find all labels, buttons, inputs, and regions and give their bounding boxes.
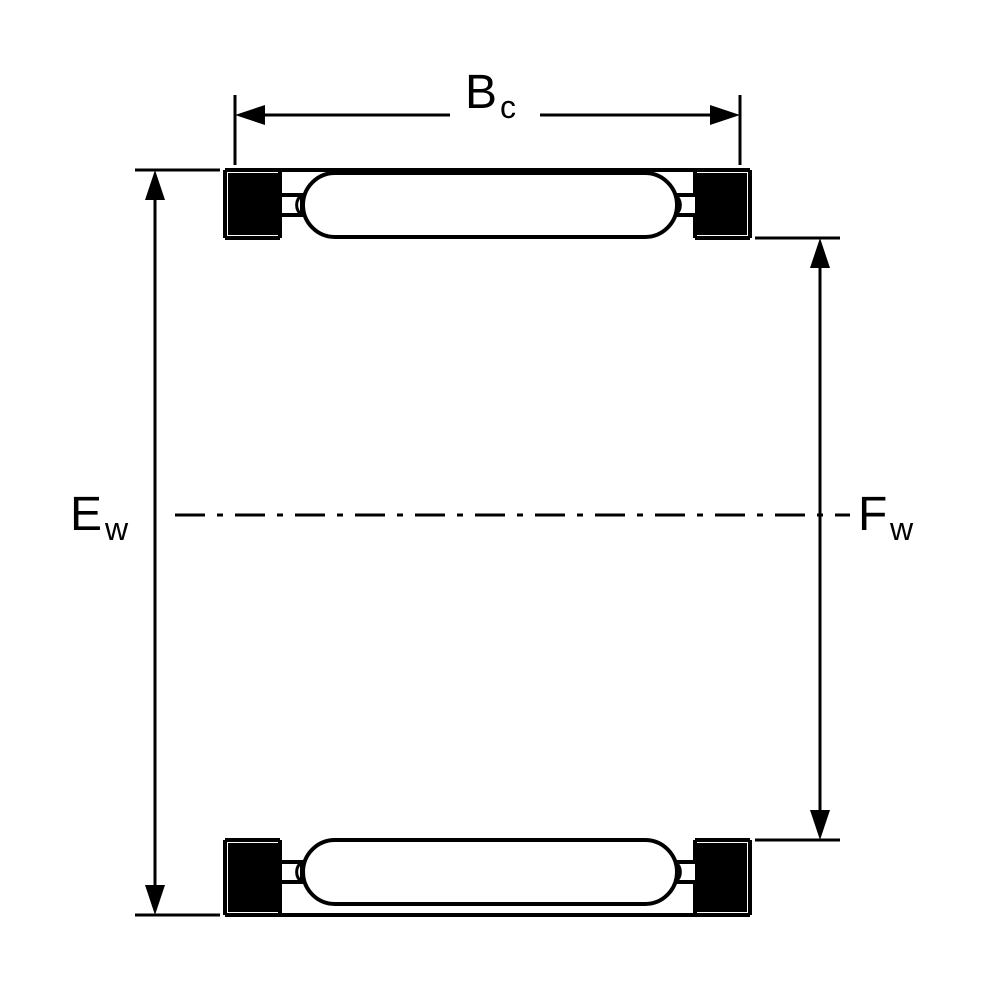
- bearing-diagram: B c E w F w: [0, 0, 1000, 1000]
- label-bc-main: B: [465, 66, 497, 119]
- label-ew-sub: w: [104, 511, 129, 547]
- dimension-fw: F w: [755, 238, 940, 840]
- label-fw-main: F: [858, 488, 887, 541]
- dimension-ew: E w: [60, 170, 220, 915]
- label-bc-sub: c: [500, 89, 516, 125]
- label-ew-main: E: [70, 488, 102, 541]
- label-fw-sub: w: [889, 511, 914, 547]
- dimension-bc: B c: [235, 65, 740, 165]
